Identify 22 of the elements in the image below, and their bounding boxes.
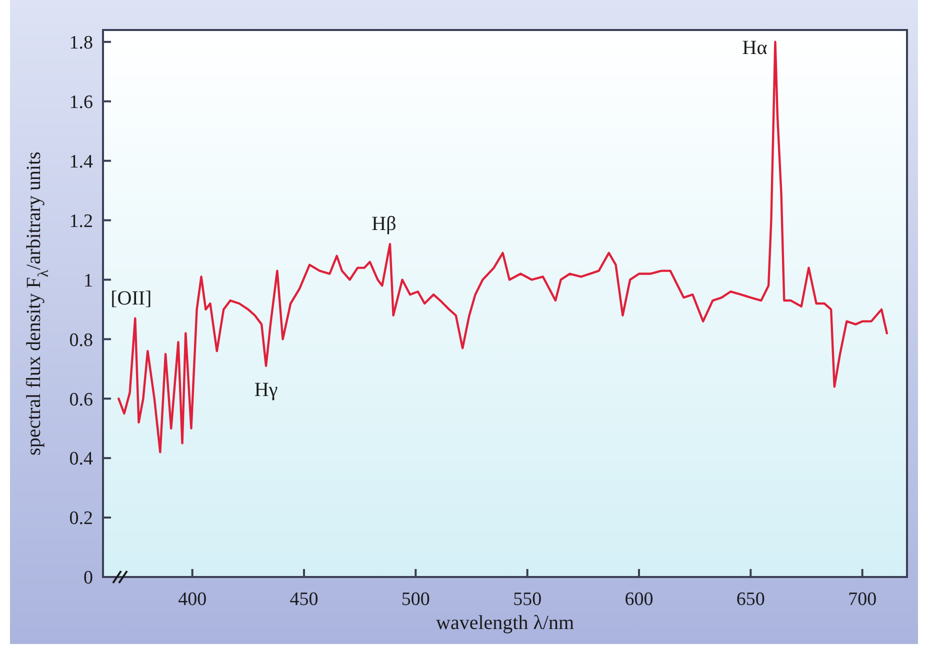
x-tick-label: 600 [624,589,654,610]
y-tick-label: 1.2 [69,210,93,232]
y-tick-label: 1.8 [69,32,93,54]
x-tick-label: 500 [401,589,430,610]
y-tick-label: 1.4 [69,151,94,172]
x-axis-title: wavelength λ/nm [436,612,574,634]
annotation: Hβ [372,213,396,236]
x-tick-label: 450 [290,589,318,610]
y-tick-label: 0 [84,568,93,589]
x-tick-label: 700 [848,589,877,610]
y-tick-label: 0.8 [69,330,93,351]
annotation: Hα [742,36,768,59]
y-tick-label: 0.4 [69,448,94,470]
y-tick-label: 0.2 [69,508,93,530]
annotation: Hγ [254,378,278,401]
annotation: [OII] [110,287,152,310]
y-tick-label: 1.6 [69,92,93,113]
x-tick-label: 650 [736,589,765,610]
y-tick-label: 1 [84,270,93,292]
x-tick-label: 550 [513,589,542,610]
x-tick-label: 400 [178,589,207,610]
y-tick-label: 0.6 [69,389,93,410]
